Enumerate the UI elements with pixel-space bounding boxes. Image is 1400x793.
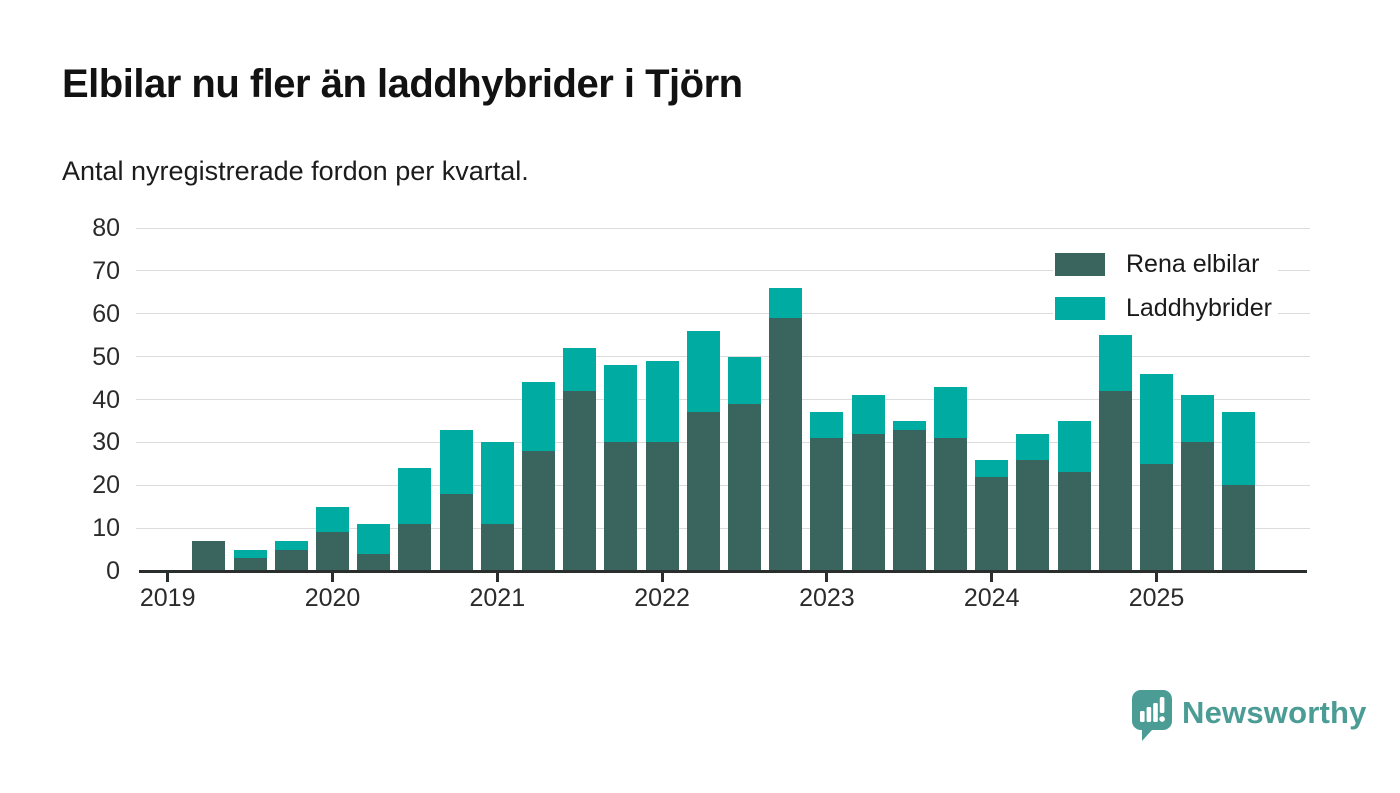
- y-axis-tick-label: 40: [92, 385, 120, 414]
- bar-segment-rena-elbilar 2021 K4: [604, 442, 638, 571]
- bar-segment-laddhybrider 2021 K4: [604, 365, 638, 443]
- bar-segment-rena-elbilar 2023 K2: [851, 433, 885, 571]
- x-axis-tick-2019: [166, 572, 170, 582]
- gridline-y-20: [136, 484, 1310, 486]
- gridline-y-70: [136, 270, 1310, 272]
- bar-segment-laddhybrider 2022 K2: [686, 330, 720, 413]
- bar-segment-rena-elbilar 2021 K2: [522, 450, 555, 571]
- bar-segment-laddhybrider 2023 K1: [810, 412, 844, 439]
- newsworthy-logo-icon: [1132, 690, 1172, 741]
- x-axis-tick-2022: [660, 572, 664, 582]
- bar-segment-laddhybrider 2019 K3: [233, 549, 267, 559]
- gridline-y-60: [136, 313, 1310, 315]
- bar-segment-laddhybrider 2024 K1: [975, 459, 1009, 477]
- bar-segment-laddhybrider 2023 K2: [851, 395, 885, 434]
- gridline-y-80: [136, 227, 1310, 229]
- y-axis-tick-label: 80: [92, 214, 120, 242]
- bar-segment-laddhybrider 2020 K2: [357, 523, 391, 554]
- x-axis-label-2019: 2019: [139, 584, 196, 612]
- gridline-y-40: [136, 399, 1310, 400]
- chart-title: Elbilar nu fler än laddhybrider i Tjörn: [62, 62, 743, 106]
- bar-segment-rena-elbilar 2020 K3: [398, 523, 432, 571]
- x-axis-label-2022: 2022: [634, 584, 690, 612]
- bar-segment-rena-elbilar 2023 K1: [810, 438, 844, 571]
- bar-segment-rena-elbilar 2019 K2: [192, 540, 226, 571]
- x-axis-tick-2021: [495, 572, 499, 582]
- x-axis-tick-2024: [990, 572, 994, 582]
- bar-segment-laddhybrider 2024 K4: [1098, 335, 1132, 391]
- brand-name: Newsworthy: [1182, 695, 1367, 730]
- bar-segment-laddhybrider 2022 K4: [769, 288, 803, 319]
- bar-segment-rena-elbilar 2022 K3: [728, 403, 761, 571]
- bar-segment-rena-elbilar 2019 K4: [274, 549, 308, 571]
- y-axis-tick-label: 50: [92, 342, 120, 371]
- bar-segment-rena-elbilar 2020 K2: [357, 553, 391, 571]
- legend-swatch-rena-elbilar: [1055, 253, 1105, 276]
- bar-segment-laddhybrider 2024 K3: [1057, 420, 1091, 473]
- bar-segment-rena-elbilar 2020 K4: [439, 493, 473, 571]
- bar-segment-laddhybrider 2021 K3: [563, 348, 597, 391]
- bar-segment-laddhybrider 2022 K3: [728, 356, 761, 404]
- bar-segment-rena-elbilar 2024 K2: [1016, 459, 1050, 571]
- brand-footer: Newsworthy: [1131, 689, 1367, 743]
- bar-segment-rena-elbilar 2025 K1: [1140, 463, 1173, 571]
- y-axis-tick-label: 20: [92, 471, 120, 500]
- y-axis-tick-label: 70: [92, 256, 120, 285]
- bar-segment-laddhybrider 2020 K1: [316, 506, 349, 533]
- legend-item-laddhybrider: Laddhybrider: [1055, 294, 1272, 323]
- gridline-y-50: [136, 356, 1310, 358]
- bar-segment-rena-elbilar 2022 K4: [769, 318, 803, 571]
- y-axis-tick-label: 60: [92, 299, 120, 328]
- gridline-y-10: [136, 527, 1310, 529]
- bar-segment-laddhybrider 2020 K4: [439, 429, 473, 494]
- bar-segment-laddhybrider 2025 K1: [1140, 373, 1173, 464]
- bar-segment-rena-elbilar 2024 K3: [1057, 472, 1091, 571]
- bar-segment-laddhybrider 2022 K1: [645, 360, 679, 443]
- legend-label-rena-elbilar: Rena elbilar: [1126, 250, 1260, 278]
- y-axis-tick-label: 0: [106, 557, 120, 585]
- bar-segment-laddhybrider 2025 K2: [1181, 395, 1215, 443]
- x-axis-label-2020: 2020: [304, 584, 361, 612]
- y-axis-tick-label: 10: [92, 514, 120, 543]
- bar-segment-rena-elbilar 2020 K1: [316, 532, 349, 571]
- bar-segment-laddhybrider 2021 K1: [480, 442, 514, 524]
- bar-segment-rena-elbilar 2023 K3: [892, 429, 926, 571]
- x-axis-label-2024: 2024: [963, 584, 1020, 612]
- bar-segment-rena-elbilar 2024 K4: [1098, 390, 1132, 571]
- bar-segment-rena-elbilar 2021 K3: [563, 390, 597, 571]
- bar-segment-laddhybrider 2024 K2: [1016, 433, 1050, 460]
- bar-segment-rena-elbilar 2021 K1: [480, 523, 514, 571]
- bar-segment-rena-elbilar 2025 K2: [1181, 442, 1215, 571]
- bar-segment-rena-elbilar 2019 K3: [233, 558, 267, 571]
- legend-item-rena-elbilar: Rena elbilar: [1055, 250, 1272, 279]
- bar-segment-laddhybrider 2020 K3: [398, 468, 432, 524]
- bar-segment-rena-elbilar 2022 K1: [645, 442, 679, 571]
- x-axis-line: [139, 569, 1307, 573]
- x-axis-tick-2025: [1155, 572, 1158, 582]
- x-axis-label-2021: 2021: [469, 584, 526, 612]
- x-axis-tick-2023: [825, 572, 829, 582]
- bar-segment-rena-elbilar 2025 K3: [1222, 485, 1256, 571]
- bar-segment-laddhybrider 2023 K3: [892, 420, 926, 430]
- chart-subtitle: Antal nyregistrerade fordon per kvartal.: [62, 156, 529, 186]
- y-axis-tick-label: 30: [92, 428, 120, 457]
- bar-segment-rena-elbilar 2024 K1: [975, 476, 1009, 571]
- gridline-y-30: [136, 441, 1310, 443]
- x-axis-label-2023: 2023: [799, 584, 855, 612]
- bar-segment-laddhybrider 2025 K3: [1222, 412, 1256, 486]
- bar-segment-laddhybrider 2019 K4: [274, 540, 308, 550]
- bar-segment-rena-elbilar 2022 K2: [686, 412, 720, 571]
- legend-swatch-laddhybrider: [1055, 297, 1105, 320]
- legend: Rena elbilar Laddhybrider: [1053, 248, 1278, 325]
- bar-segment-laddhybrider 2023 K4: [934, 386, 967, 439]
- legend-label-laddhybrider: Laddhybrider: [1126, 294, 1272, 322]
- x-axis-label-2025: 2025: [1128, 584, 1185, 612]
- bar-segment-rena-elbilar 2023 K4: [934, 438, 967, 571]
- bar-segment-laddhybrider 2021 K2: [522, 382, 555, 451]
- x-axis-tick-2020: [331, 572, 334, 582]
